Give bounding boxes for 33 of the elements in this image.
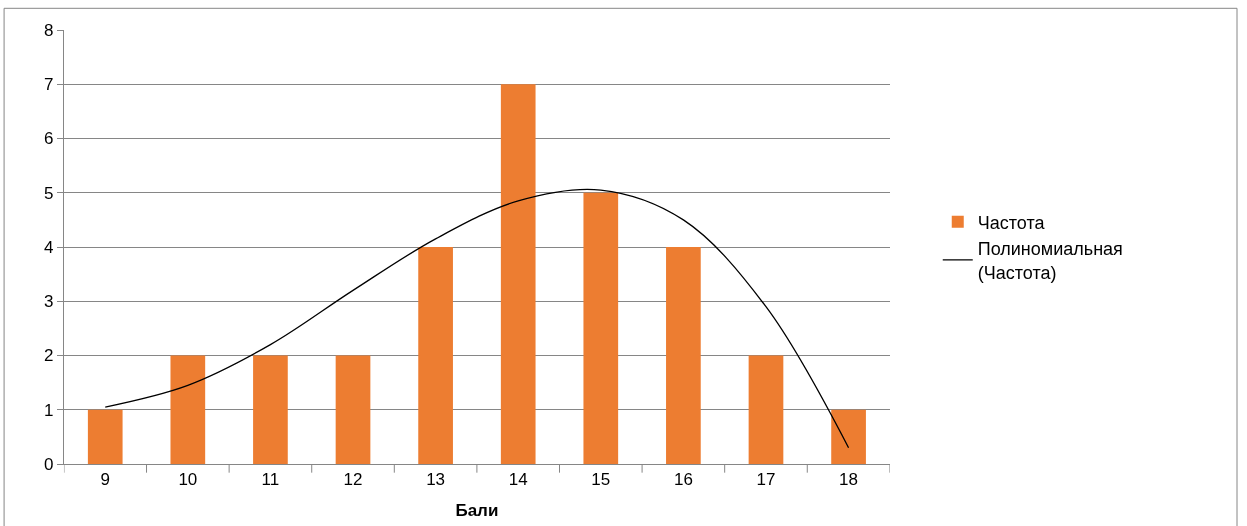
legend-label: Полиномиальная (Частота): [977, 239, 1123, 283]
bar: [418, 247, 453, 464]
line-series: [104, 188, 850, 449]
y-tick-label: 8: [44, 20, 54, 40]
x-tick-label: 14: [508, 470, 528, 490]
y-tick-label: 7: [44, 75, 54, 95]
bar: [500, 84, 536, 464]
legend-label: Частота: [977, 212, 1046, 233]
y-tick-label: 6: [44, 129, 54, 149]
bar: [583, 192, 619, 464]
bar: [666, 247, 701, 464]
bar: [335, 355, 371, 464]
x-tick-label: 11: [261, 470, 280, 490]
y-tick-label: 0: [44, 454, 54, 474]
x-tick-label: 16: [673, 470, 693, 490]
x-tick-label: 17: [756, 470, 776, 490]
y-tick-label: 5: [44, 183, 54, 203]
x-tick-label: 12: [343, 470, 363, 490]
y-tick-label: 4: [44, 237, 54, 257]
bar: [253, 355, 288, 464]
x-tick-label: 15: [591, 470, 611, 490]
y-tick-label: 2: [44, 346, 54, 366]
y-tick-label: 1: [44, 400, 54, 420]
y-tick-label: 3: [44, 292, 54, 312]
x-tick-label: 10: [178, 470, 198, 490]
x-tick-label: 18: [839, 470, 859, 490]
x-tick-label: 13: [426, 470, 446, 490]
bar: [831, 409, 866, 464]
x-tick-label: 9: [100, 470, 110, 490]
bar: [170, 355, 206, 464]
x-axis-title: Бали: [455, 500, 499, 520]
bar: [87, 409, 123, 464]
bar: [748, 355, 784, 464]
